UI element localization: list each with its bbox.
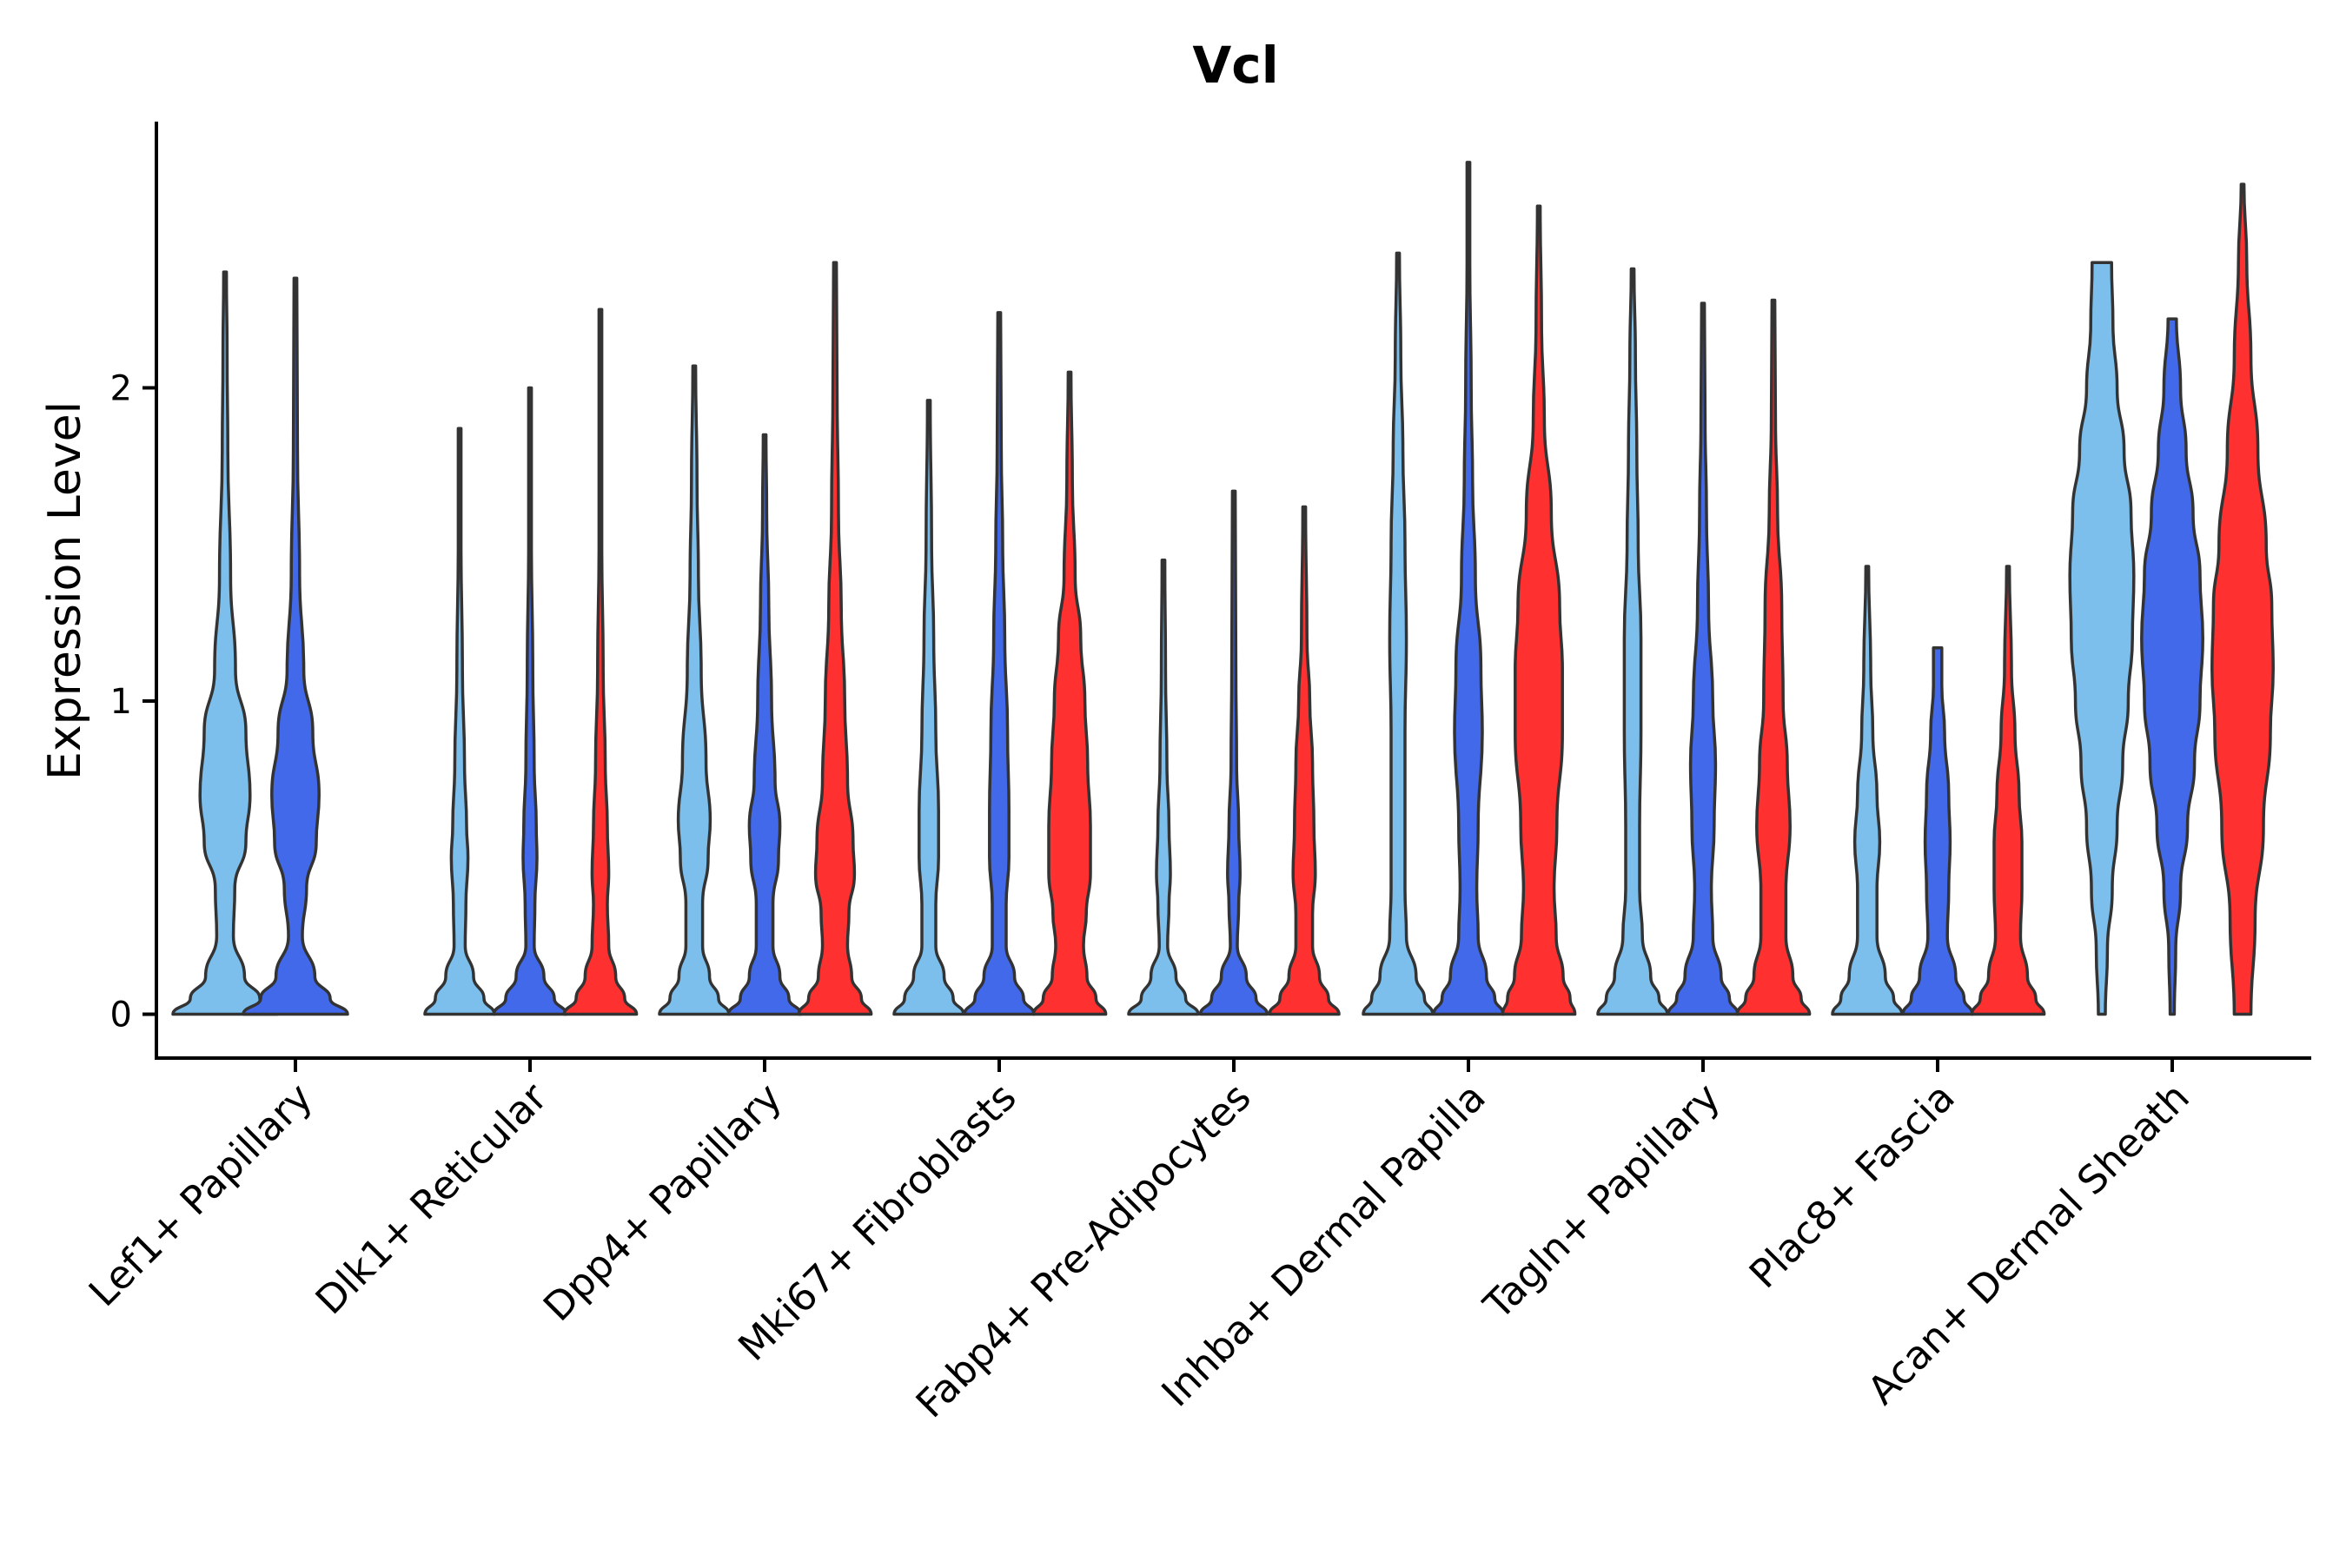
violin-7-1 [1596,267,1669,1016]
y-tick-label: 0 [110,996,132,1035]
chart-title: Vcl [1192,36,1278,95]
violin-8-1 [1831,565,1904,1016]
violin-4-2 [963,311,1036,1016]
violin-1-2 [242,276,349,1016]
violin-6-3 [1501,204,1577,1016]
violin-8-2 [1901,645,1974,1016]
x-tick-label: Tagln+ Papillary [1475,1074,1729,1328]
violin-4-1 [892,399,965,1016]
violin-1-1 [171,270,279,1016]
y-tick-label: 1 [110,682,132,722]
violin-8-3 [1970,565,2046,1016]
violin-7-3 [1735,298,1812,1016]
violin-6-2 [1432,161,1505,1016]
y-tick-label: 2 [110,368,132,408]
y-axis-label: Expression Level [39,401,91,780]
violin-4-3 [1031,370,1108,1016]
violin-7-2 [1667,301,1740,1016]
violin-3-3 [797,261,873,1016]
x-tick-label: Dlk1+ Reticular [307,1074,556,1323]
violin-2-2 [492,386,568,1016]
violin-5-1 [1127,558,1200,1016]
violin-6-1 [1362,251,1435,1016]
violin-5-2 [1198,489,1269,1016]
y-ticks: 0 1 2 [110,368,156,1035]
violin-3-2 [726,433,803,1016]
violin-9-2 [2140,317,2204,1016]
violin-5-3 [1268,505,1341,1016]
x-tick-label: Dpp4+ Papillary [534,1074,791,1330]
x-tick-label: Lef1+ Papillary [80,1074,321,1315]
violin-2-3 [562,308,639,1016]
violin-layer [171,161,2275,1016]
violin-9-1 [2068,261,2136,1016]
violin-2-1 [423,427,496,1016]
violin-9-3 [2210,182,2275,1016]
violin-3-1 [658,364,731,1016]
x-tick-label: Plac8+ Fascia [1740,1074,1964,1297]
